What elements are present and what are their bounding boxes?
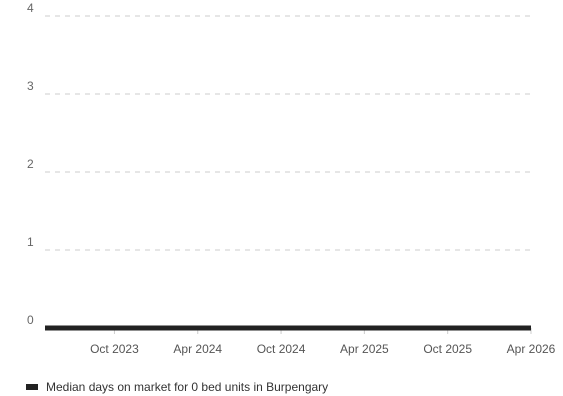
y-tick-label: 0 [27, 313, 34, 327]
x-tick-label: Apr 2024 [173, 342, 222, 356]
x-tick-label: Oct 2025 [423, 342, 472, 356]
grid-lines [45, 15, 531, 251]
x-tick-label: Apr 2025 [340, 342, 389, 356]
legend: Median days on market for 0 bed units in… [26, 380, 328, 394]
x-axis-ticks: Oct 2023 Apr 2024 Oct 2024 Apr 2025 Oct 2025… [90, 328, 556, 356]
x-tick-label: Oct 2024 [257, 342, 306, 356]
y-tick-label: 4 [27, 1, 34, 15]
y-tick-label: 3 [27, 79, 34, 93]
y-axis-ticks: 0 1 2 3 4 [27, 1, 34, 327]
y-tick-label: 2 [27, 157, 34, 171]
x-tick-label: Oct 2023 [90, 342, 139, 356]
legend-swatch [26, 384, 38, 390]
y-tick-label: 1 [27, 235, 34, 249]
x-tick-label: Apr 2026 [507, 342, 556, 356]
legend-label: Median days on market for 0 bed units in… [46, 380, 329, 394]
